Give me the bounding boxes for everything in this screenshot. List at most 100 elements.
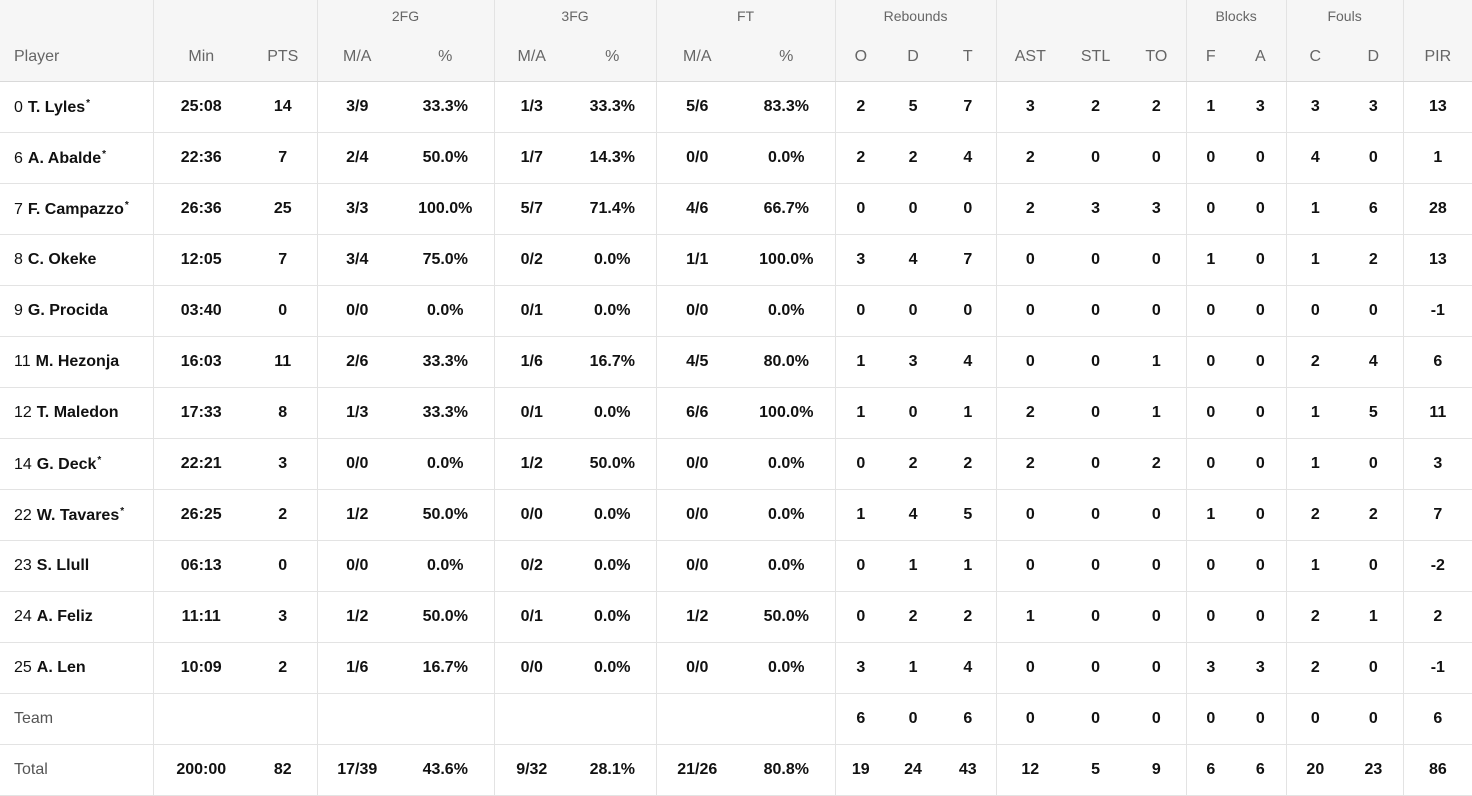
stat-foul-c: 1 [1285,183,1345,235]
col-header-3fg-ma: M/A [493,32,570,82]
stat-ft-pct: 66.7% [738,183,836,235]
stat-ast: 12 [995,744,1065,796]
stat-2fg-pct: 0.0% [397,438,495,490]
stat-to: 2 [1127,438,1187,490]
stat-to: 0 [1127,132,1187,184]
stat-3fg-pct: 71.4% [569,183,657,235]
stat-2fg-ma: 3/9 [316,81,397,133]
player-name[interactable]: C. Okeke [27,251,97,268]
player-name[interactable]: A. Feliz [36,608,93,625]
stat-reb-t: 7 [940,234,997,286]
player-row: 9 G. Procida 03:40 0 0/0 0.0% 0/1 0.0% 0/0 0.0% 0 0… [0,285,1472,337]
stat-2fg-ma: 17/39 [316,744,397,796]
stat-2fg-pct: 100.0% [397,183,495,235]
stat-reb-d: 4 [886,489,941,541]
stat-foul-c: 1 [1285,540,1345,592]
player-number: 6 [14,149,23,167]
stat-2fg-pct: 33.3% [397,336,495,388]
stat-reb-o: 3 [834,642,887,694]
player-name[interactable]: G. Procida [27,302,108,319]
player-name[interactable]: T. Maledon [36,404,119,421]
stat-pir: -1 [1402,285,1472,337]
starter-marker: * [124,199,129,211]
player-name[interactable]: M. Hezonja [35,353,120,370]
stat-pir: 6 [1402,693,1472,745]
stat-to: 1 [1127,387,1187,439]
player-name[interactable]: W. Tavares [36,506,120,524]
stat-ast: 0 [995,540,1065,592]
stat-foul-c: 0 [1285,285,1345,337]
player-name[interactable]: A. Len [36,659,86,676]
stat-3fg-pct: 50.0% [569,438,657,490]
player-name[interactable]: T. Lyles [27,98,86,116]
stat-2fg-pct: 50.0% [397,591,495,643]
stat-reb-d: 24 [886,744,941,796]
stat-2fg-pct: 50.0% [397,132,495,184]
stat-reb-t: 6 [940,693,997,745]
stat-pir: -1 [1402,642,1472,694]
total-row: Total 200:00 82 17/39 43.6% 9/32 28.1% 21/26 80.… [0,744,1472,796]
col-header-foul-d: D [1344,32,1404,82]
stat-pir: 86 [1402,744,1472,796]
group-ft: FT [655,0,836,32]
stat-pts: 7 [249,234,317,286]
starter-marker: * [97,454,102,466]
stat-reb-d: 1 [886,540,941,592]
stat-reb-t: 4 [940,336,997,388]
stat-foul-c: 2 [1285,591,1345,643]
player-number: 7 [14,200,23,218]
player-name[interactable]: F. Campazzo [27,200,124,218]
stat-2fg-ma: 2/6 [316,336,397,388]
stat-blk-a: 0 [1235,285,1287,337]
stat-reb-d: 3 [886,336,941,388]
stat-pir: 13 [1402,234,1472,286]
stat-2fg-pct: 33.3% [397,387,495,439]
stat-stl: 0 [1064,336,1128,388]
stat-foul-d: 23 [1344,744,1404,796]
stat-pts: 3 [249,438,317,490]
stat-2fg-ma [316,693,397,745]
stat-ft-pct: 0.0% [738,438,836,490]
table-body: 0 T. Lyles* 25:08 14 3/9 33.3% 1/3 33.3% 5/6 83.3… [0,81,1472,796]
player-row: 23 S. Llull 06:13 0 0/0 0.0% 0/2 0.0% 0/0 0.0% 0 1 1… [0,540,1472,592]
stat-ast: 0 [995,234,1065,286]
stat-pir: 13 [1402,81,1472,133]
stat-2fg-pct: 43.6% [397,744,495,796]
stat-reb-d: 2 [886,132,941,184]
stat-reb-o: 2 [834,132,887,184]
player-name[interactable]: A. Abalde [27,149,102,167]
stat-ft-pct: 80.8% [738,744,836,796]
stat-reb-o: 2 [834,81,887,133]
stat-3fg-pct: 16.7% [569,336,657,388]
stat-blk-f: 0 [1185,285,1236,337]
stat-3fg-ma: 9/32 [493,744,570,796]
group-rebounds: Rebounds [834,0,997,32]
stat-ft-pct: 83.3% [738,81,836,133]
group-empty-pir [1402,0,1472,32]
player-row: 7 F. Campazzo* 26:36 25 3/3 100.0% 5/7 71.4% 4/6… [0,183,1472,235]
col-header-reb-o: O [834,32,887,82]
stat-ft-pct: 100.0% [738,234,836,286]
stat-stl: 0 [1064,693,1128,745]
stat-pts: 3 [249,591,317,643]
stat-blk-f: 0 [1185,591,1236,643]
player-name[interactable]: G. Deck [36,455,97,473]
player-row: 14 G. Deck* 22:21 3 0/0 0.0% 1/2 50.0% 0/0 0.0% 0 2… [0,438,1472,490]
stat-foul-d: 0 [1344,132,1404,184]
stat-min: 22:36 [152,132,249,184]
stat-ft-ma: 6/6 [655,387,739,439]
stat-min: 16:03 [152,336,249,388]
stat-foul-c: 2 [1285,642,1345,694]
stat-to: 0 [1127,642,1187,694]
stat-blk-a: 0 [1235,540,1287,592]
player-name[interactable]: S. Llull [36,557,90,574]
stat-ast: 2 [995,132,1065,184]
player-row: 0 T. Lyles* 25:08 14 3/9 33.3% 1/3 33.3% 5/6 83.3… [0,81,1472,133]
stat-ft-ma: 0/0 [655,540,739,592]
stat-pts: 11 [249,336,317,388]
stat-reb-o: 0 [834,540,887,592]
stat-ast: 0 [995,336,1065,388]
stat-3fg-ma: 0/1 [493,387,570,439]
stat-pts: 14 [249,81,317,133]
stat-stl: 0 [1064,285,1128,337]
